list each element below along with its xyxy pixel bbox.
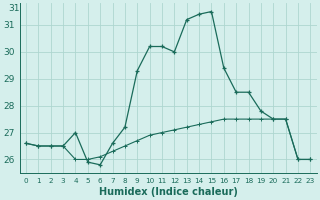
X-axis label: Humidex (Indice chaleur): Humidex (Indice chaleur) [99, 187, 238, 197]
Text: 31: 31 [8, 4, 20, 13]
